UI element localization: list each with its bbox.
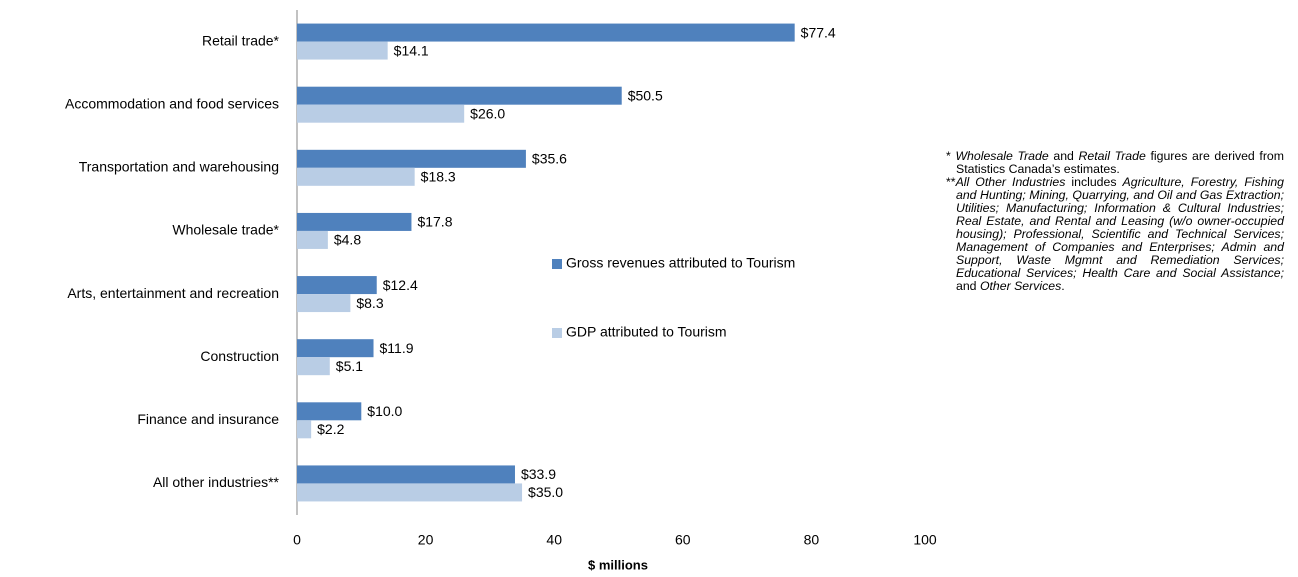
footnote: * Wholesale Trade and Retail Trade figur… (946, 149, 1285, 176)
data-label: $10.0 (367, 403, 402, 419)
x-axis-label: $ millions (588, 557, 648, 572)
footnote-text: . (1061, 279, 1065, 293)
footnote-text: ** (946, 175, 956, 189)
x-tick-label: 0 (293, 532, 301, 548)
footnote-text: Agriculture, Forestry, Fishing and Hunti… (956, 175, 1285, 280)
bar (297, 23, 795, 42)
y-tick-label: Wholesale trade* (172, 222, 279, 238)
data-label: $14.1 (394, 42, 429, 58)
data-label: $5.1 (336, 358, 363, 374)
bar (297, 483, 523, 502)
data-label: $12.4 (383, 277, 418, 293)
footnote-text: Retail Trade (1078, 149, 1146, 163)
data-label: $33.9 (521, 466, 556, 482)
bar (297, 465, 515, 484)
bar (297, 212, 412, 231)
footnote-text: and (1048, 149, 1079, 163)
data-label: $8.3 (356, 295, 383, 311)
footnote-text: Wholesale Trade (955, 149, 1049, 163)
footnote-text: Other Services (979, 279, 1062, 293)
footnote-text: includes (1065, 175, 1123, 189)
chart: $ millions 0 20 40 60 80 100 Retail trade* $77.… (65, 10, 937, 572)
footnote-text: and (956, 279, 980, 293)
x-tick-label: 80 (804, 532, 820, 548)
y-tick-label: All other industries** (153, 474, 280, 490)
data-label: $35.6 (532, 151, 567, 167)
x-tick-label: 20 (418, 532, 434, 548)
footnote-text: figures are derived from Statistics Cana… (956, 149, 1285, 176)
bar (297, 104, 465, 123)
legend-swatch (552, 259, 562, 269)
bar (297, 230, 328, 249)
footnote: **All Other Industries includes Agricult… (946, 175, 1285, 293)
data-label: $18.3 (421, 169, 456, 185)
y-tick-label: Transportation and warehousing (79, 159, 279, 175)
y-tick-label: Arts, entertainment and recreation (67, 285, 279, 301)
bar (297, 149, 526, 168)
data-label: $50.5 (628, 87, 663, 103)
bar (297, 167, 415, 186)
x-tick-label: 40 (546, 532, 562, 548)
footnotes: * Wholesale Trade and Retail Trade figur… (946, 150, 1284, 293)
legend-label: GDP attributed to Tourism (566, 324, 727, 340)
bar (297, 402, 362, 421)
x-tick-label: 60 (675, 532, 691, 548)
footnote-text: * (946, 149, 956, 163)
legend-label: Gross revenues attributed to Tourism (566, 255, 795, 271)
data-label: $26.0 (470, 105, 505, 121)
y-tick-label: Finance and insurance (137, 411, 279, 427)
y-tick-label: Retail trade* (202, 32, 280, 48)
y-tick-label: Accommodation and food services (65, 95, 279, 111)
bar (297, 41, 388, 60)
footnote-text: All Other Industries (955, 175, 1066, 189)
data-label: $17.8 (417, 214, 452, 230)
data-label: $4.8 (334, 232, 361, 248)
data-label: $77.4 (801, 24, 836, 40)
data-label: $11.9 (380, 340, 414, 356)
data-label: $35.0 (528, 484, 563, 500)
y-tick-label: Construction (200, 348, 279, 364)
bar (297, 339, 374, 358)
bar (297, 357, 330, 376)
data-label: $2.2 (317, 421, 344, 437)
bar (297, 86, 622, 105)
x-tick-label: 100 (913, 532, 937, 548)
bar (297, 276, 377, 295)
legend-swatch (552, 328, 562, 338)
bar (297, 294, 351, 313)
bar (297, 420, 312, 439)
